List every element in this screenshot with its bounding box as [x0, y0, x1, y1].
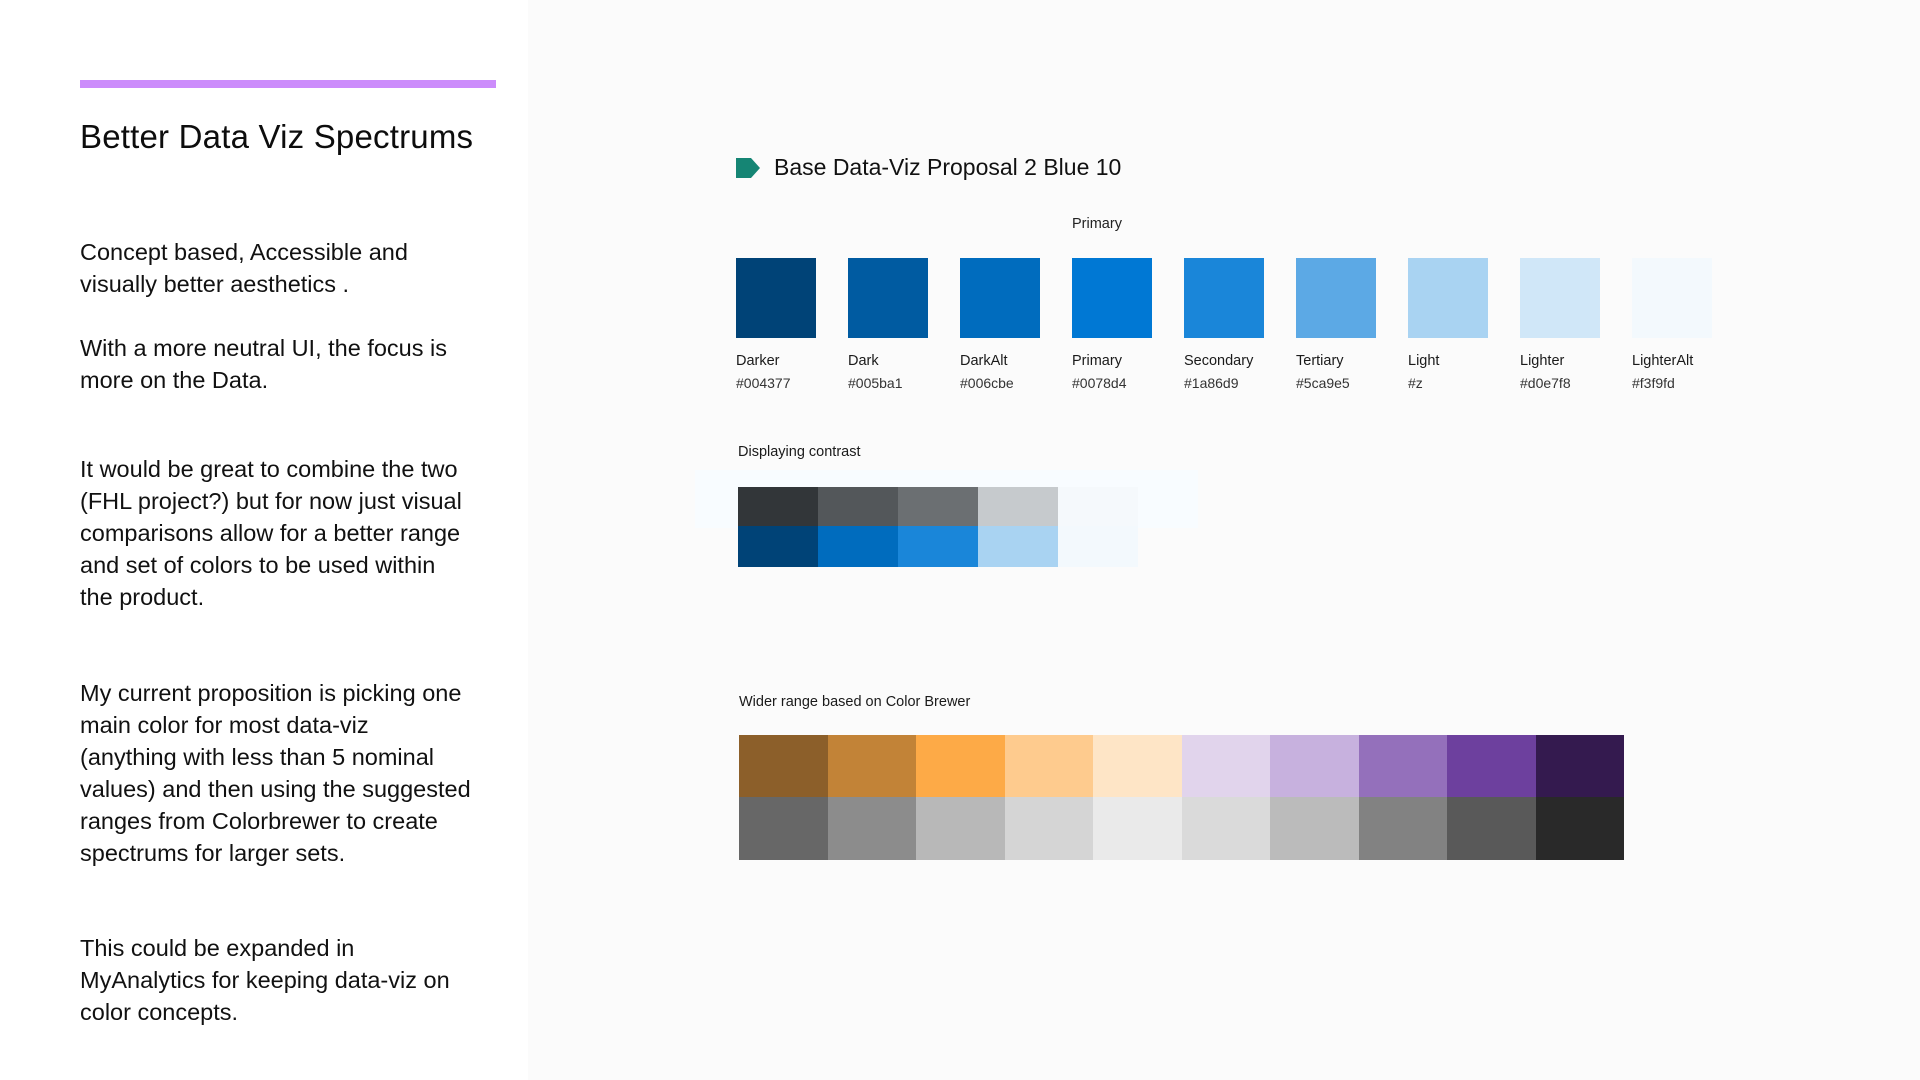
notes-panel: Better Data Viz Spectrums Concept based,… [0, 0, 528, 1080]
swatch-hex: #f3f9fd [1632, 375, 1675, 391]
color-cell [978, 526, 1058, 567]
text-line: Concept based, Accessible and [80, 239, 408, 265]
color-cell [1058, 526, 1138, 567]
text-line: comparisons allow for a better range [80, 520, 461, 546]
text-line: It would be great to combine the two [80, 456, 458, 482]
color-swatch: Secondary #1a86d9 [1184, 258, 1264, 391]
color-cell [739, 797, 828, 860]
color-swatch: Lighter #d0e7f8 [1520, 258, 1600, 391]
text-line: visually better aesthetics . [80, 271, 350, 297]
intro-paragraphs: Concept based, Accessible and visually b… [80, 236, 510, 396]
swatch-hex: #1a86d9 [1184, 375, 1239, 391]
proposition-paragraph: My current proposition is picking one ma… [80, 677, 510, 869]
swatch-name: LighterAlt [1632, 353, 1694, 369]
color-cell [1004, 797, 1093, 860]
color-cell [1004, 735, 1093, 797]
color-cell [978, 487, 1058, 526]
color-swatch: Light #z [1408, 258, 1488, 391]
text-line: (FHL project?) but for now just visual [80, 488, 462, 514]
swatch-hex: #0078d4 [1072, 375, 1127, 391]
swatch-chip [1296, 258, 1376, 338]
contrast-label: Displaying contrast [738, 444, 861, 460]
color-cell [1181, 797, 1270, 860]
primary-caption: Primary [1072, 216, 1122, 232]
color-swatch: Dark #005ba1 [848, 258, 928, 391]
swatch-hex: #006cbe [960, 375, 1014, 391]
page-title: Better Data Viz Spectrums [80, 118, 474, 155]
swatch-chip [1184, 258, 1264, 338]
color-cell [1270, 735, 1359, 797]
swatch-name: Light [1408, 353, 1440, 369]
swatch-name: Darker [736, 353, 780, 369]
text-line: more on the Data. [80, 367, 269, 393]
color-swatch: DarkAlt #006cbe [960, 258, 1040, 391]
color-cell [1447, 797, 1536, 860]
color-cell [818, 526, 898, 567]
section-title: Base Data-Viz Proposal 2 Blue 10 [774, 154, 1122, 180]
accent-bar [80, 80, 496, 88]
text-line: and set of colors to be used within [80, 552, 436, 578]
text-line: color concepts. [80, 999, 239, 1025]
swatch-hex: #z [1408, 375, 1423, 391]
swatch-name: Secondary [1184, 353, 1254, 369]
swatch-name: Tertiary [1296, 353, 1344, 369]
swatch-name: DarkAlt [960, 353, 1008, 369]
swatch-chip [736, 258, 816, 338]
swatch-chip [1072, 258, 1152, 338]
swatch-hex: #005ba1 [848, 375, 903, 391]
text-line: (anything with less than 5 nominal [80, 744, 435, 770]
section-header: Base Data-Viz Proposal 2 Blue 10 [736, 154, 1121, 181]
brewer-label: Wider range based on Color Brewer [739, 694, 971, 710]
text-line: MyAnalytics for keeping data-viz on [80, 967, 450, 993]
swatch-name: Lighter [1520, 353, 1565, 369]
swatch-hex: #004377 [736, 375, 791, 391]
tag-icon [736, 157, 760, 178]
color-cell [1535, 797, 1624, 860]
text-line: This could be expanded in [80, 935, 355, 961]
color-cell [738, 526, 818, 567]
text-line: main color for most data-viz [80, 712, 369, 738]
swatch-name: Dark [848, 353, 879, 369]
color-cell [739, 735, 828, 797]
color-cell [827, 735, 916, 797]
text-line: the product. [80, 584, 205, 610]
text-line: ranges from Colorbrewer to create [80, 808, 438, 834]
color-cell [1093, 735, 1182, 797]
color-cell [1181, 735, 1270, 797]
color-cell [1447, 735, 1536, 797]
color-swatch: Primary #0078d4 [1072, 258, 1152, 391]
color-cell [898, 487, 978, 526]
color-swatch: Darker #004377 [736, 258, 816, 391]
swatch-chip [1520, 258, 1600, 338]
color-cell [1358, 797, 1447, 860]
text-line: With a more neutral UI, the focus is [80, 335, 448, 361]
color-brewer-grid [739, 735, 1624, 860]
color-cell [916, 735, 1005, 797]
swatch-name: Primary [1072, 353, 1122, 369]
swatch-hex: #d0e7f8 [1520, 375, 1571, 391]
color-cell [1358, 735, 1447, 797]
expansion-paragraph: This could be expanded in MyAnalytics fo… [80, 932, 510, 1028]
text-line: spectrums for larger sets. [80, 840, 346, 866]
swatch-chip [1408, 258, 1488, 338]
swatch-chip [960, 258, 1040, 338]
color-cell [818, 487, 898, 526]
color-cell [898, 526, 978, 567]
text-line: My current proposition is picking one [80, 680, 462, 706]
combine-paragraph: It would be great to combine the two (FH… [80, 453, 510, 613]
text-line: values) and then using the suggested [80, 776, 471, 802]
color-cell [916, 797, 1005, 860]
color-swatch: Tertiary #5ca9e5 [1296, 258, 1376, 391]
color-cell [827, 797, 916, 860]
color-cell [1093, 797, 1182, 860]
contrast-grid [738, 487, 1138, 567]
swatch-chip [848, 258, 928, 338]
swatch-hex: #5ca9e5 [1296, 375, 1350, 391]
color-cell [1058, 487, 1138, 526]
color-cell [1270, 797, 1359, 860]
color-swatch: LighterAlt #f3f9fd [1632, 258, 1712, 391]
swatch-chip [1632, 258, 1712, 338]
color-cell [1535, 735, 1624, 797]
color-cell [738, 487, 818, 526]
